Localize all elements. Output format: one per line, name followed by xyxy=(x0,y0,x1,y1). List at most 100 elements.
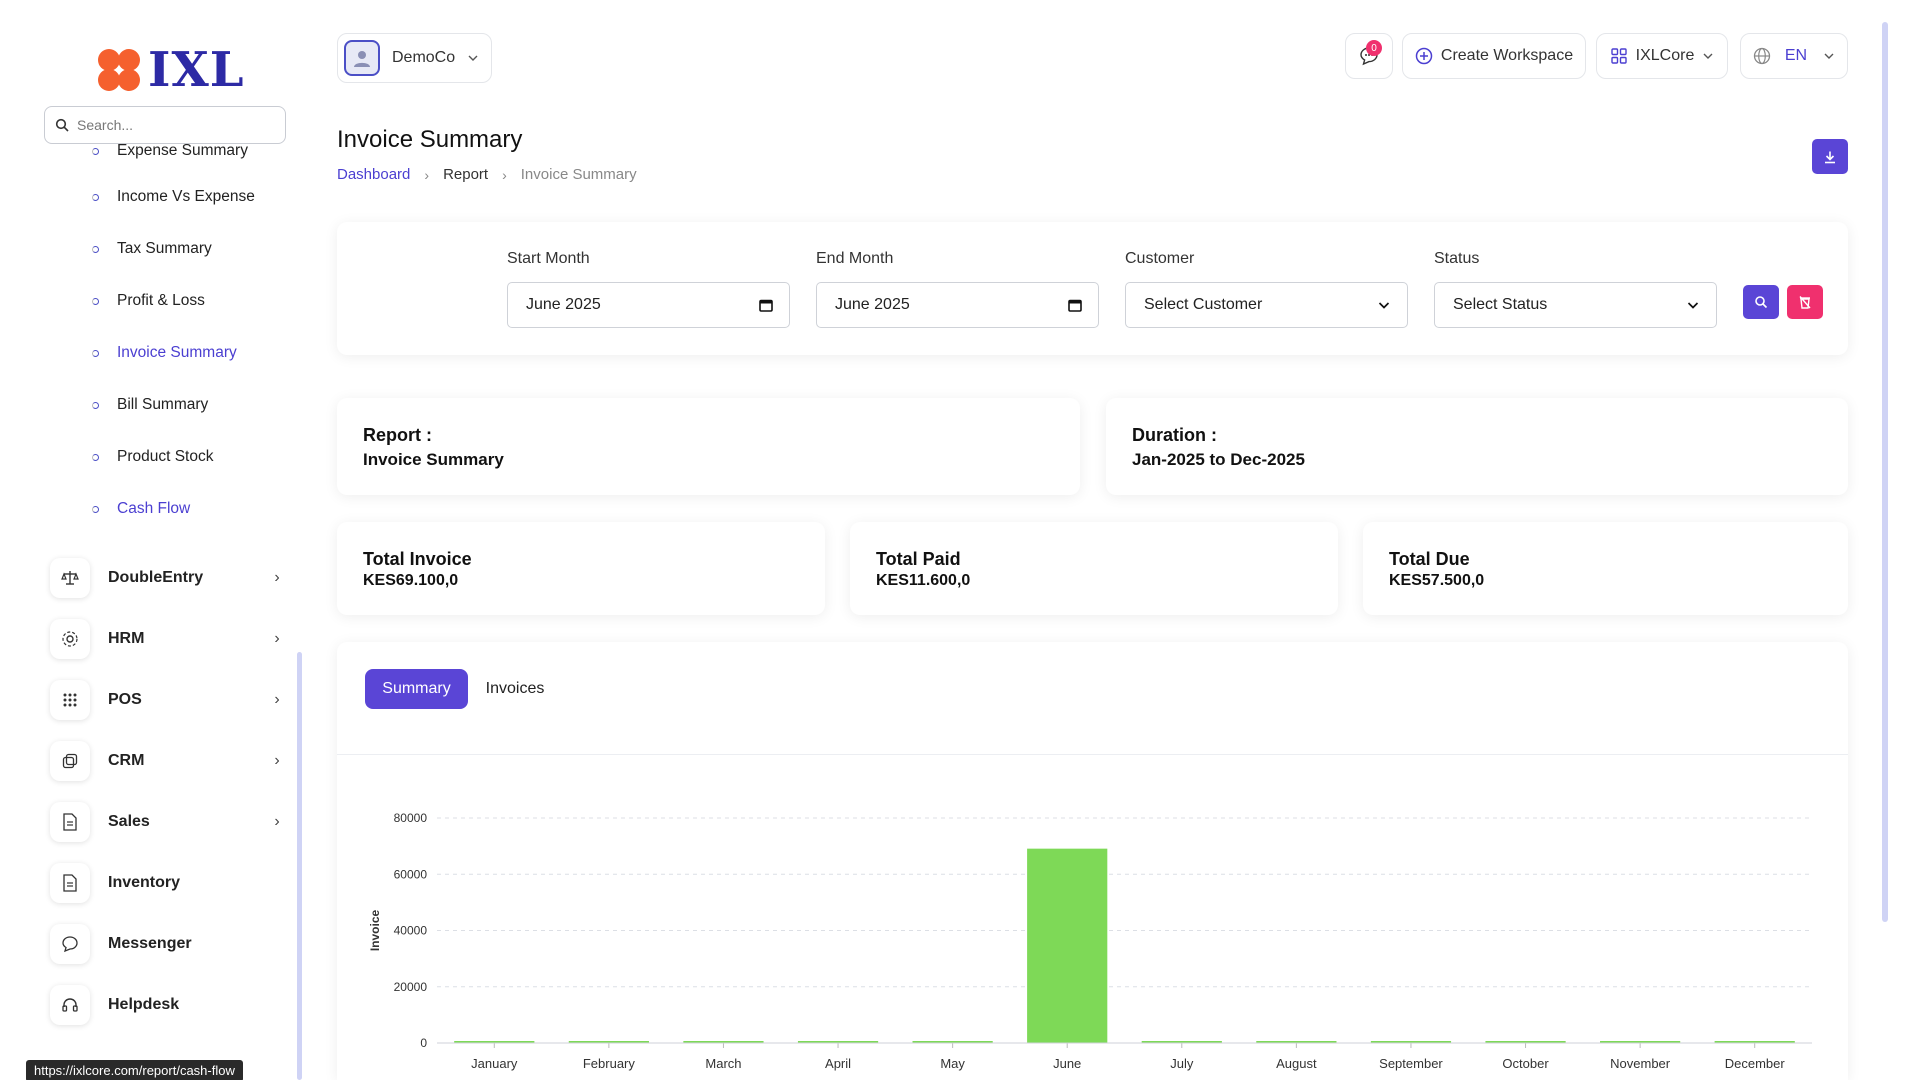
total-due-card: Total Due KES57.500,0 xyxy=(1363,522,1848,615)
bullet-icon xyxy=(92,505,99,513)
x-tick-label: September xyxy=(1379,1056,1443,1071)
sidebar-item-helpdesk[interactable]: Helpdesk xyxy=(50,983,286,1027)
sidebar-sub-item-tax-summary[interactable]: Tax Summary xyxy=(92,234,212,264)
total-invoice-label: Total Invoice xyxy=(363,549,472,569)
language-selector[interactable]: EN xyxy=(1740,33,1848,79)
document-icon xyxy=(50,863,90,903)
create-workspace-button[interactable]: Create Workspace xyxy=(1402,33,1586,79)
calendar-icon[interactable] xyxy=(1068,298,1082,312)
notification-badge: 0 xyxy=(1366,40,1382,56)
sub-item-label: Product Stock xyxy=(117,448,214,465)
total-invoice-card: Total Invoice KES69.100,0 xyxy=(337,522,825,615)
duration-label: Duration : xyxy=(1132,425,1217,445)
sidebar-item-sales[interactable]: Sales › xyxy=(50,800,286,844)
bar xyxy=(1485,1041,1566,1043)
bar xyxy=(1141,1041,1222,1043)
create-workspace-label: Create Workspace xyxy=(1440,47,1574,64)
bar xyxy=(1256,1041,1337,1043)
end-month-value: June 2025 xyxy=(835,296,910,313)
tab-summary[interactable]: Summary xyxy=(365,669,468,709)
sidebar-scrollbar[interactable] xyxy=(297,652,302,1080)
sub-item-label: Cash Flow xyxy=(117,500,191,517)
scale-icon xyxy=(50,558,90,598)
nav-label: Messenger xyxy=(108,935,192,952)
start-month-input[interactable]: June 2025 xyxy=(507,282,790,328)
sidebar-item-doubleentry[interactable]: DoubleEntry › xyxy=(50,556,286,600)
sidebar-sub-item-income-vs-expense[interactable]: Income Vs Expense xyxy=(92,182,255,212)
sidebar-sub-item-product-stock[interactable]: Product Stock xyxy=(92,442,214,472)
logo[interactable]: IXL xyxy=(96,42,244,98)
workspace-selector[interactable]: IXLCore xyxy=(1596,33,1728,79)
customer-label: Customer xyxy=(1125,250,1195,267)
nav-label: POS xyxy=(108,691,142,708)
status-url: https://ixlcore.com/report/cash-flow xyxy=(26,1060,243,1080)
tab-invoices[interactable]: Invoices xyxy=(485,680,545,697)
sidebar-sub-item-profit-loss[interactable]: Profit & Loss xyxy=(92,286,205,316)
chat-icon xyxy=(50,924,90,964)
customer-value: Select Customer xyxy=(1144,296,1263,313)
invoice-bar-chart: 0 20000 40000 60000 80000 Invoice January Febru… xyxy=(368,811,1812,1071)
search-icon xyxy=(55,118,69,132)
chevron-down-icon xyxy=(1687,302,1699,309)
status-select[interactable]: Select Status xyxy=(1434,282,1717,328)
chevron-right-icon: › xyxy=(274,630,280,647)
sidebar-item-inventory[interactable]: Inventory xyxy=(50,861,286,905)
sub-item-label: Profit & Loss xyxy=(117,292,205,309)
document-icon xyxy=(50,802,90,842)
search-input[interactable] xyxy=(77,117,267,133)
apply-filter-button[interactable] xyxy=(1743,285,1779,319)
calendar-icon[interactable] xyxy=(759,298,773,312)
y-axis-label: Invoice xyxy=(368,910,382,952)
bullet-icon xyxy=(92,349,99,357)
start-month-label: Start Month xyxy=(507,250,590,267)
bullet-icon xyxy=(92,193,99,201)
bar xyxy=(1600,1041,1681,1043)
chevron-right-icon: › xyxy=(274,691,280,708)
bar xyxy=(1714,1041,1795,1043)
y-tick-label: 60000 xyxy=(394,867,428,881)
sidebar-item-crm[interactable]: CRM › xyxy=(50,739,286,783)
download-button[interactable] xyxy=(1812,139,1848,174)
sidebar-sub-item-expense-summary[interactable]: Expense Summary xyxy=(92,136,248,166)
breadcrumb: Dashboard › Report › Invoice Summary xyxy=(337,166,637,183)
logo-flower-icon xyxy=(96,47,142,93)
tab-divider xyxy=(337,754,1848,755)
company-name: DemoCo xyxy=(392,49,456,66)
nav-label: Sales xyxy=(108,813,150,830)
sidebar-item-pos[interactable]: POS › xyxy=(50,678,286,722)
nav-label: Helpdesk xyxy=(108,996,180,1013)
breadcrumb-dashboard[interactable]: Dashboard xyxy=(337,166,411,183)
bullet-icon xyxy=(92,147,99,155)
customer-select[interactable]: Select Customer xyxy=(1125,282,1408,328)
company-selector[interactable]: DemoCo xyxy=(337,33,492,83)
sidebar-sub-item-cash-flow[interactable]: Cash Flow xyxy=(92,494,190,524)
user-icon xyxy=(354,51,370,67)
start-month-value: June 2025 xyxy=(526,296,601,313)
search-icon xyxy=(1755,296,1768,309)
search-box[interactable] xyxy=(44,106,286,144)
notifications-button[interactable]: 0 xyxy=(1345,33,1393,79)
y-tick-label: 40000 xyxy=(394,924,428,938)
bar xyxy=(683,1041,764,1043)
x-tick-label: March xyxy=(705,1056,741,1071)
sidebar-sub-item-bill-summary[interactable]: Bill Summary xyxy=(92,390,208,420)
page-scrollbar[interactable] xyxy=(1882,22,1888,922)
breadcrumb-report: Report xyxy=(443,166,489,183)
avatar xyxy=(344,40,380,76)
sub-item-label: Expense Summary xyxy=(117,142,248,159)
chevron-right-icon: › xyxy=(274,752,280,769)
reset-filter-button[interactable] xyxy=(1787,285,1823,319)
x-tick-label: August xyxy=(1276,1056,1317,1071)
bullet-icon xyxy=(92,401,99,409)
end-month-input[interactable]: June 2025 xyxy=(816,282,1099,328)
sidebar-sub-item-invoice-summary[interactable]: Invoice Summary xyxy=(92,338,237,368)
nav-label: DoubleEntry xyxy=(108,569,204,586)
y-tick-label: 20000 xyxy=(394,980,428,994)
x-tick-label: January xyxy=(471,1056,518,1071)
sidebar-item-hrm[interactable]: HRM › xyxy=(50,617,286,661)
bar xyxy=(454,1041,535,1043)
x-tick-label: November xyxy=(1610,1056,1671,1071)
bullet-icon xyxy=(92,297,99,305)
sidebar-item-messenger[interactable]: Messenger xyxy=(50,922,286,966)
x-tick-label: October xyxy=(1502,1056,1549,1071)
